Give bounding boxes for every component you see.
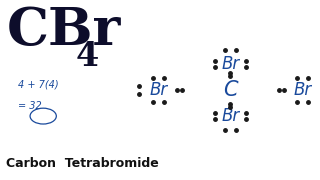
Text: 4 + 7(4): 4 + 7(4) — [18, 79, 58, 89]
Text: CBr: CBr — [6, 5, 121, 56]
Text: = 32: = 32 — [18, 101, 41, 111]
Text: Br: Br — [221, 55, 240, 73]
Text: C: C — [223, 80, 238, 100]
Text: Br: Br — [221, 107, 240, 125]
Text: Br: Br — [293, 81, 311, 99]
Text: Br: Br — [149, 81, 168, 99]
Text: 4: 4 — [75, 40, 99, 73]
Text: Carbon  Tetrabromide: Carbon Tetrabromide — [6, 157, 159, 170]
